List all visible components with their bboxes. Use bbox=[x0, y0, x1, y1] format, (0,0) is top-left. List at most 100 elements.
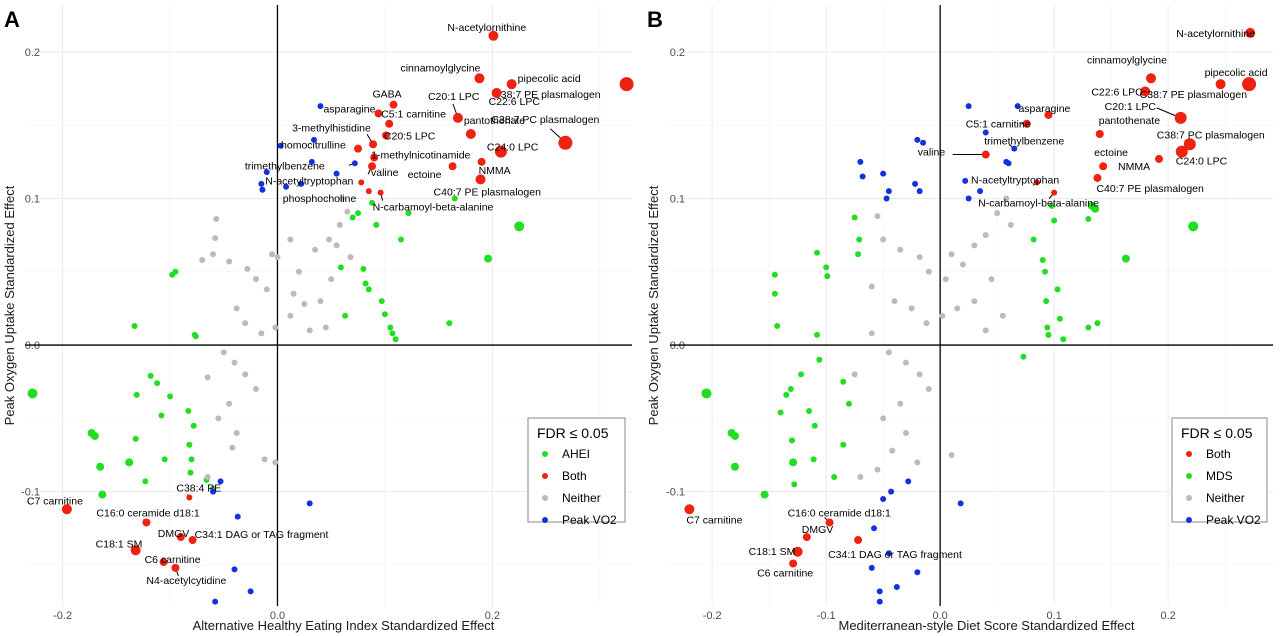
data-point bbox=[242, 320, 249, 327]
legend-box bbox=[527, 417, 626, 523]
point-label: pantothenate bbox=[1099, 115, 1160, 127]
data-point bbox=[1056, 315, 1063, 322]
legend-label: Both bbox=[562, 469, 587, 483]
data-point bbox=[308, 158, 315, 165]
labeled-data-point bbox=[385, 119, 394, 128]
x-axis-title: Alternative Healthy Eating Index Standar… bbox=[193, 618, 495, 633]
point-label: C34:1 DAG or TAG fragment bbox=[828, 549, 962, 561]
data-point bbox=[948, 452, 955, 459]
y-tick-label: 0.2 bbox=[670, 47, 685, 59]
data-point bbox=[192, 333, 199, 340]
labeled-data-point bbox=[474, 73, 485, 84]
data-point bbox=[857, 474, 864, 481]
data-point bbox=[234, 513, 241, 520]
labeled-data-point bbox=[981, 150, 990, 159]
data-point bbox=[263, 169, 270, 176]
point-label: C38:7 PC plasmalogen bbox=[491, 114, 599, 126]
point-label: NMMA bbox=[1118, 161, 1150, 173]
y-axis-title: Peak Oxygen Uptake Standardized Effect bbox=[2, 185, 17, 425]
y-tick-label: -0.1 bbox=[666, 487, 685, 499]
labeled-data-point bbox=[1155, 154, 1164, 163]
data-point bbox=[263, 286, 270, 293]
data-point bbox=[301, 301, 308, 308]
data-point bbox=[1030, 236, 1037, 243]
data-point bbox=[365, 286, 372, 293]
data-point bbox=[914, 459, 921, 466]
data-point bbox=[939, 312, 946, 319]
data-point bbox=[210, 488, 217, 495]
legend-label: MDS bbox=[1206, 469, 1233, 483]
legend-label: Both bbox=[1206, 447, 1231, 461]
point-label: ectoine bbox=[1094, 147, 1128, 159]
data-point bbox=[851, 214, 858, 221]
data-point bbox=[868, 564, 875, 571]
data-point bbox=[342, 312, 349, 319]
point-label: C38:7 PE plasmalogen bbox=[1140, 89, 1248, 101]
labeled-data-point bbox=[475, 174, 486, 185]
data-point bbox=[328, 276, 335, 283]
data-point bbox=[381, 311, 388, 318]
y-tick-label: 0.0 bbox=[670, 340, 685, 352]
data-point bbox=[212, 235, 219, 242]
point-label: C38:4 PE bbox=[176, 483, 221, 495]
data-point bbox=[982, 129, 989, 136]
data-point bbox=[868, 330, 875, 337]
data-point bbox=[814, 331, 821, 338]
labeled-data-point bbox=[448, 162, 457, 171]
labeled-data-point bbox=[494, 145, 507, 158]
point-label: N-carbamoyl-beta-alanine bbox=[978, 198, 1099, 210]
data-point bbox=[233, 305, 240, 312]
data-point bbox=[226, 258, 233, 265]
data-point bbox=[220, 349, 227, 356]
labeled-data-point bbox=[1034, 179, 1041, 186]
point-label: homocitrulline bbox=[281, 140, 346, 152]
data-point bbox=[874, 213, 881, 220]
data-point bbox=[290, 290, 297, 297]
data-point bbox=[885, 550, 892, 557]
legend-key bbox=[542, 451, 548, 457]
point-label: C20:1 LPC bbox=[1105, 101, 1157, 113]
panel-letter: A bbox=[4, 7, 20, 32]
point-label: C18:1 SM bbox=[749, 546, 796, 558]
data-point bbox=[857, 158, 864, 165]
data-point bbox=[337, 264, 344, 271]
data-point bbox=[868, 283, 875, 290]
data-point bbox=[287, 312, 294, 319]
data-point bbox=[897, 246, 904, 253]
data-point bbox=[1044, 324, 1051, 331]
data-point bbox=[283, 183, 290, 190]
data-point bbox=[816, 356, 823, 363]
data-point bbox=[212, 598, 219, 605]
point-label: N-carbamoyl-beta-alanine bbox=[373, 202, 494, 214]
legend-title: FDR ≤ 0.05 bbox=[1181, 425, 1253, 441]
data-point bbox=[347, 254, 354, 261]
point-label: asparagine bbox=[1018, 103, 1070, 115]
x-tick-label: 0.0 bbox=[933, 610, 948, 622]
data-point bbox=[916, 371, 923, 378]
data-point bbox=[840, 441, 847, 448]
labeled-data-point bbox=[389, 100, 398, 109]
data-point bbox=[317, 298, 324, 305]
data-point bbox=[1051, 217, 1058, 224]
labeled-data-point bbox=[506, 79, 517, 90]
legend-box bbox=[1171, 417, 1268, 523]
data-point bbox=[760, 490, 769, 499]
data-point bbox=[777, 409, 784, 416]
data-point bbox=[252, 276, 259, 283]
y-tick-label: -0.1 bbox=[21, 487, 40, 499]
data-point bbox=[893, 583, 900, 590]
data-point bbox=[287, 236, 294, 243]
labeled-data-point bbox=[1051, 189, 1058, 196]
data-point bbox=[851, 371, 858, 378]
x-axis-title: Mediterranean-style Diet Score Standardi… bbox=[838, 618, 1134, 633]
data-point bbox=[233, 430, 240, 437]
data-point bbox=[871, 525, 878, 532]
y-tick-label: 0.2 bbox=[25, 47, 40, 59]
data-point bbox=[982, 327, 989, 334]
data-point bbox=[965, 103, 972, 110]
data-point bbox=[1003, 158, 1010, 165]
labeled-data-point bbox=[792, 546, 803, 557]
data-point bbox=[962, 177, 969, 184]
data-point bbox=[897, 400, 904, 407]
labeled-data-point bbox=[188, 536, 197, 545]
